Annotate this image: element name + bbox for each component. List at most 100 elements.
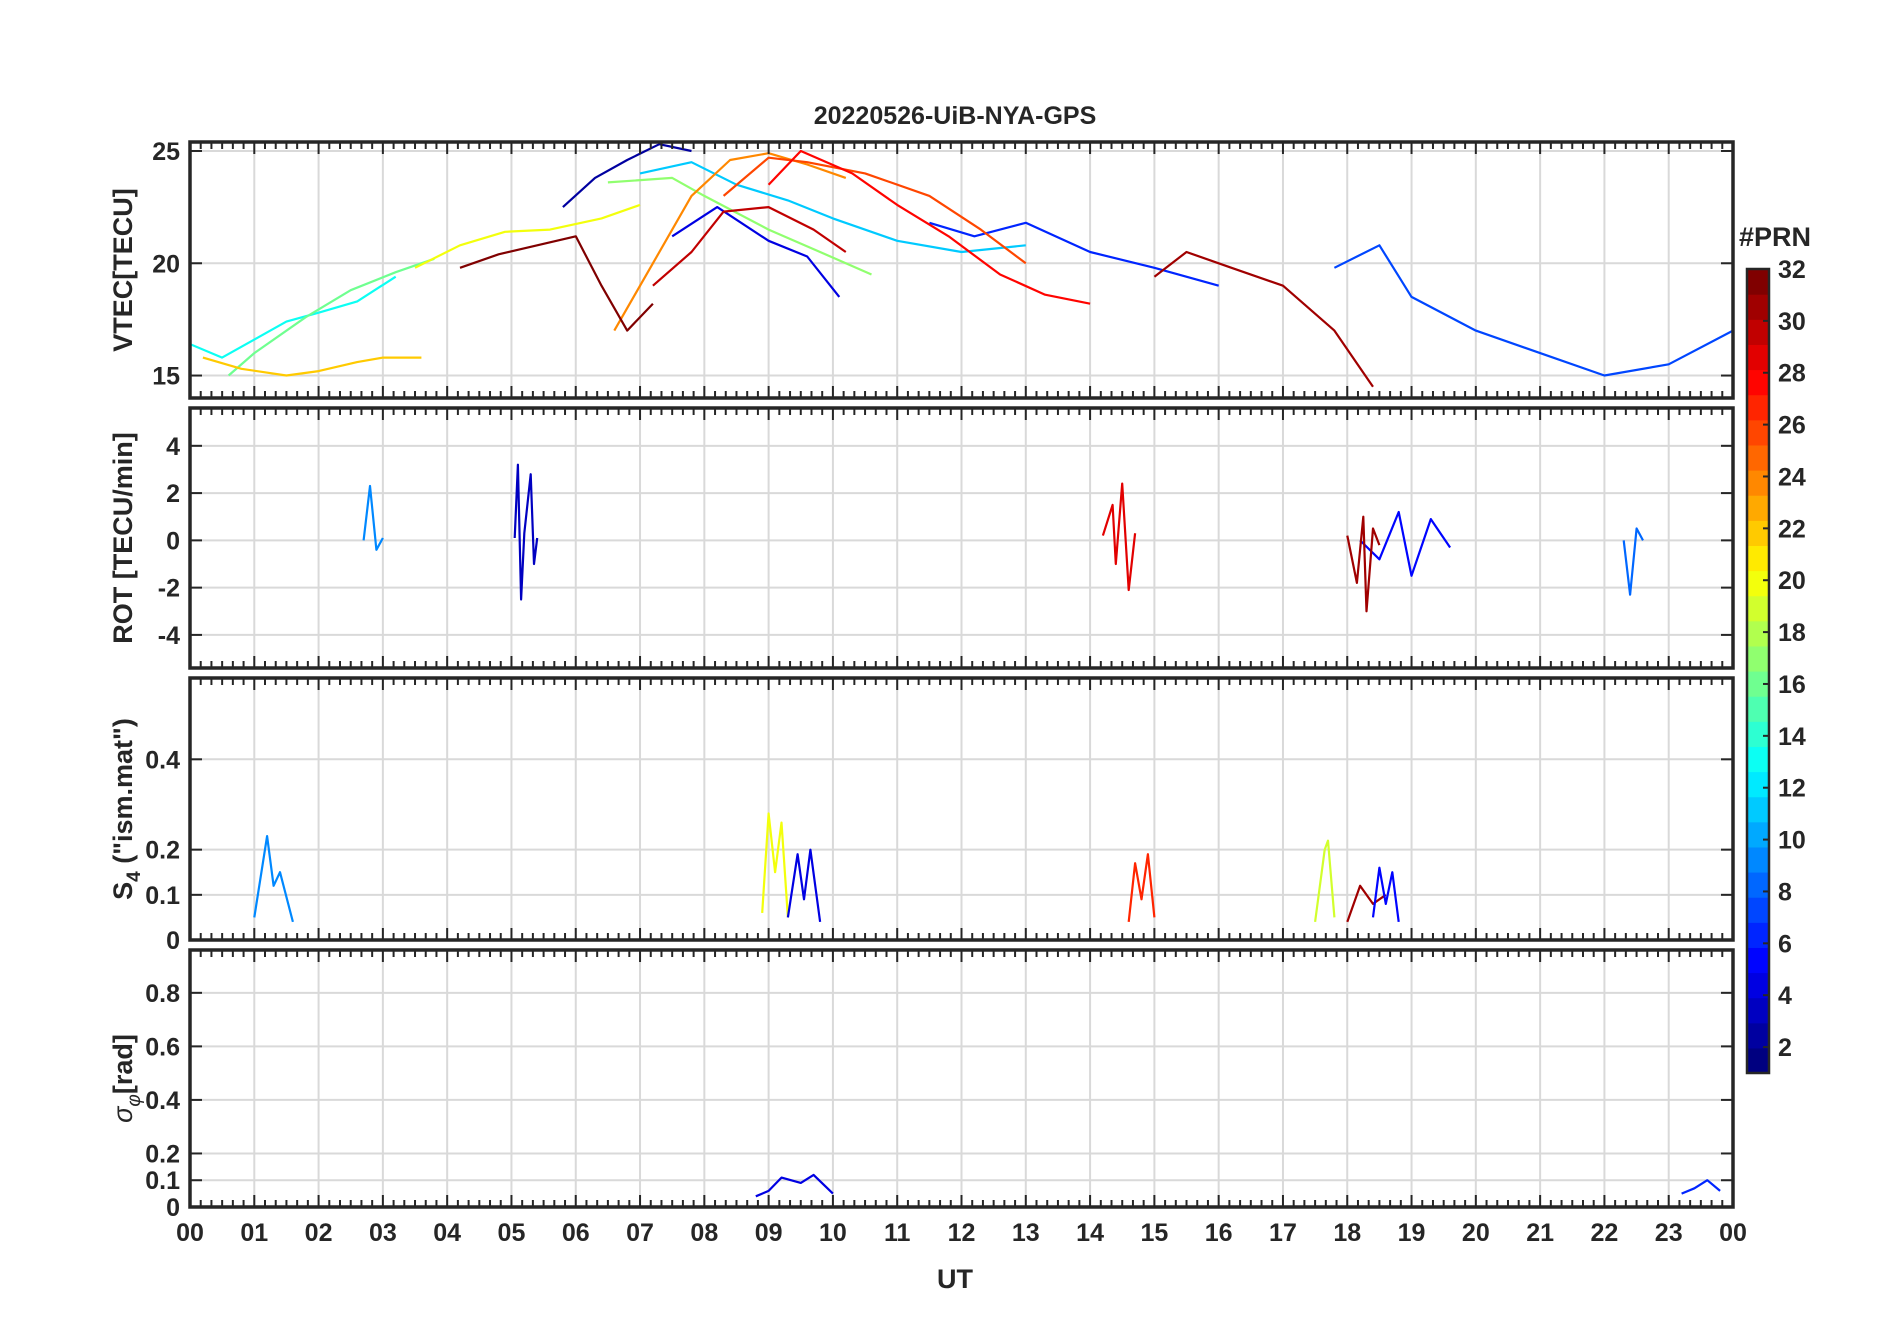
colorbar-segment [1747, 671, 1769, 697]
series-line-prn-31 [1346, 515, 1381, 613]
series-line-prn-20 [414, 203, 641, 269]
y-tick-label: 0.4 [145, 746, 180, 774]
colorbar-segment [1747, 269, 1769, 295]
series-line-prn-20 [761, 812, 789, 918]
series-line-prn-24 [613, 152, 847, 332]
colorbar-segment [1747, 645, 1769, 672]
panel-series [755, 1173, 1721, 1198]
x-tick-label: 18 [1333, 1219, 1361, 1247]
colorbar-tick-label: 12 [1778, 775, 1806, 803]
x-tick-label: 01 [240, 1219, 268, 1247]
x-tick-label: 03 [369, 1219, 397, 1247]
x-tick-label: 21 [1526, 1219, 1554, 1247]
chart-title: 20220526-UiB-NYA-GPS [814, 102, 1097, 130]
panel-frame [188, 406, 1735, 670]
series-line-prn-4 [671, 206, 841, 298]
series-line-prn-8 [1622, 527, 1644, 596]
series-line-prn-27 [1127, 853, 1156, 923]
x-tick-label: 13 [1012, 1219, 1040, 1247]
colorbar-segment [1747, 545, 1769, 572]
colorbar-segment [1747, 620, 1769, 647]
series-line-prn-28 [767, 149, 1091, 305]
series-line-prn-26 [722, 156, 1027, 265]
colorbar-segment [1747, 796, 1769, 823]
colorbar-tick-label: 24 [1778, 463, 1806, 491]
colorbar-segment [1747, 1022, 1769, 1049]
colorbar-segment [1747, 595, 1769, 622]
panel-series [362, 463, 1644, 613]
series-line-prn-13 [190, 275, 397, 359]
panel-sigma-phi: 00.10.20.40.60.8σφ[rad] [108, 948, 1735, 1222]
colorbar-segment [1747, 972, 1769, 999]
panel-frame [188, 140, 1735, 400]
panel-frame [188, 948, 1735, 1209]
series-line-prn-17 [607, 176, 872, 276]
x-tick-label: 10 [819, 1219, 847, 1247]
y-label-main: σ [108, 1105, 138, 1123]
y-tick-label: 25 [152, 138, 180, 166]
colorbar-tick-label: 20 [1778, 567, 1806, 595]
series-line-prn-31 [1346, 884, 1387, 923]
colorbar-tick-label: 14 [1778, 723, 1806, 751]
series-line-prn-32 [459, 235, 654, 332]
y-label-rest: [rad] [108, 1034, 138, 1094]
x-tick-label: 22 [1591, 1219, 1619, 1247]
y-tick-label: 2 [166, 480, 180, 508]
y-tick-label: -4 [158, 622, 180, 650]
series-line-prn-16 [227, 257, 435, 377]
colorbar-tick-label: 32 [1778, 256, 1806, 284]
colorbar-tick-label: 10 [1778, 827, 1806, 855]
colorbar-segment [1747, 746, 1769, 773]
series-line-prn-9 [362, 484, 384, 551]
colorbar-segment [1747, 444, 1769, 471]
panel-grid [189, 408, 1734, 668]
series-line-prn-3 [513, 463, 539, 601]
y-label-rest: ("ism.mat") [108, 718, 138, 871]
series-line-prn-5 [1359, 510, 1452, 577]
series-line-prn-11 [639, 161, 1026, 254]
colorbar-segment [1747, 369, 1769, 396]
colorbar-tick-label: 28 [1778, 360, 1806, 388]
panel-series [253, 812, 1400, 923]
panel-series [190, 143, 1733, 388]
colorbar-segment [1747, 872, 1769, 898]
series-line-prn-5 [1371, 866, 1400, 923]
x-tick-label: 17 [1269, 1219, 1297, 1247]
colorbar-tick-label: 4 [1778, 982, 1792, 1010]
colorbar-segment [1747, 997, 1769, 1024]
colorbar-segment [1747, 696, 1769, 722]
series-line-prn-6 [1681, 1179, 1721, 1195]
x-tick-labels: 00 01 02 03 04 05 06 07 08 09 10 11 12 13 14 15 16 17 18 19… [176, 1219, 1747, 1247]
y-tick-label: 20 [152, 250, 180, 278]
series-line-prn-2 [562, 143, 692, 208]
colorbar-frame [1745, 267, 1771, 1075]
x-tick-label: 06 [562, 1219, 590, 1247]
x-tick-label: 16 [1205, 1219, 1233, 1247]
colorbar-tick-label: 26 [1778, 412, 1806, 440]
y-tick-label: 0.1 [145, 882, 180, 910]
x-tick-label: 15 [1140, 1219, 1168, 1247]
colorbar-tick-label: 30 [1778, 308, 1806, 336]
y-tick-label: 0.1 [145, 1167, 180, 1195]
series-line-prn-6 [929, 221, 1219, 287]
colorbar-segment [1747, 821, 1769, 848]
x-tick-label: 11 [884, 1219, 911, 1247]
colorbar-segment [1747, 897, 1769, 923]
colorbar-tick-label: 16 [1778, 671, 1806, 699]
y-label-subscript: 4 [124, 871, 145, 882]
y-axis-label-sigma-phi: σφ[rad] [108, 1034, 145, 1123]
x-tick-label: 00 [176, 1219, 204, 1247]
series-line-prn-19 [1314, 839, 1336, 923]
y-tick-label: 0 [166, 1194, 180, 1222]
colorbar-tick-label: 2 [1778, 1034, 1792, 1062]
y-label-main: S [108, 882, 138, 900]
series-line-prn-4 [755, 1173, 834, 1198]
x-tick-label: 12 [948, 1219, 976, 1247]
x-tick-label: 19 [1398, 1219, 1426, 1247]
colorbar-title: #PRN [1739, 222, 1811, 252]
y-tick-label: 4 [166, 433, 180, 461]
series-line-prn-4 [786, 848, 822, 923]
y-tick-label: 15 [152, 363, 180, 391]
